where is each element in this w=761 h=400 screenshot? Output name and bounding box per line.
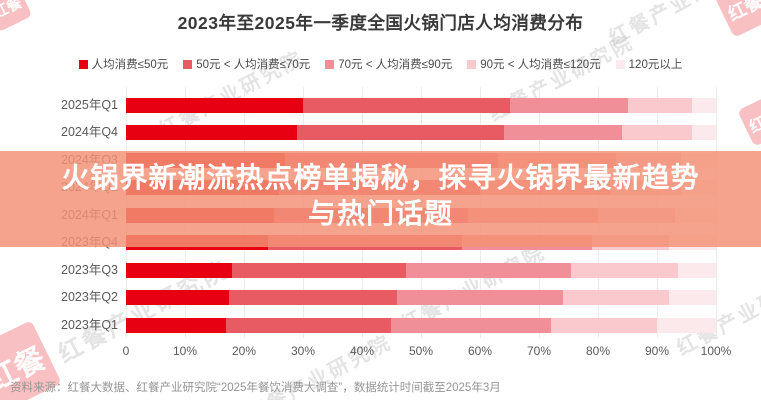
x-axis-tick-label: 60% <box>467 344 493 358</box>
chart-title: 2023年至2025年一季度全国火锅门店人均消费分布 <box>177 13 584 33</box>
chart-legend: 人均消费≤50元 50元 < 人均消费≤70元 70元 < 人均消费≤90元 90元 … <box>0 56 761 72</box>
bar-segment <box>668 290 716 305</box>
legend-label: 90元 < 人均消费≤120元 <box>480 59 601 71</box>
x-axis-tick-label: 10% <box>172 344 198 358</box>
category-label: 2024年Q4 <box>61 125 118 139</box>
bar-segment <box>656 317 716 333</box>
legend-item: 90元 < 人均消费≤120元 <box>467 56 601 72</box>
bar-row <box>126 125 716 140</box>
bar-segment <box>126 290 230 305</box>
x-axis-tick-label: 20% <box>231 344 257 358</box>
legend-swatch-icon <box>325 59 335 69</box>
bar-segment <box>126 317 227 333</box>
x-axis-tick-label: 30% <box>290 344 316 358</box>
legend-item: 50元 < 人均消费≤70元 <box>183 56 310 72</box>
legend-label: 人均消费≤50元 <box>91 59 169 71</box>
legend-item: 120元以上 <box>615 56 683 72</box>
bar-segment <box>303 97 510 113</box>
bar-segment <box>509 97 628 113</box>
x-axis-tick-label: 80% <box>585 344 611 358</box>
bar-segment <box>692 125 716 140</box>
legend-swatch-icon <box>183 59 193 69</box>
legend-label: 120元以上 <box>628 59 683 71</box>
category-label: 2025年Q1 <box>61 97 118 112</box>
x-axis-tick-label: 50% <box>408 344 434 358</box>
bar-segment <box>621 125 693 140</box>
legend-label: 50元 < 人均消费≤70元 <box>196 59 311 71</box>
legend-item: 人均消费≤50元 <box>78 56 169 72</box>
bar-segment <box>677 262 716 278</box>
source-note: 资料来源：红餐大数据、红餐产业研究院“2025年餐饮消费大调查”，数据统计时间截… <box>10 382 501 394</box>
legend-swatch-icon <box>467 59 477 69</box>
x-axis-tick-label: 0 <box>122 344 130 358</box>
bar-segment <box>503 125 622 140</box>
bar-segment <box>406 262 572 278</box>
bar-segment <box>126 262 233 278</box>
bar-segment <box>562 290 669 305</box>
legend-swatch-icon <box>78 59 88 69</box>
bar-segment <box>232 262 407 278</box>
headline-line-2: 与热门话题 <box>307 198 453 229</box>
bar-segment <box>391 317 551 333</box>
legend-label: 70元 < 人均消费≤90元 <box>338 59 453 71</box>
bar-segment <box>627 97 693 113</box>
bar-segment <box>126 125 298 140</box>
x-axis-tick-label: 90% <box>644 344 670 358</box>
bar-segment <box>550 317 657 333</box>
bar-segment <box>297 125 504 140</box>
x-axis-tick-label: 40% <box>349 344 375 358</box>
bar-segment <box>397 290 563 305</box>
x-axis-tick-label: 70% <box>526 344 552 358</box>
bar-segment <box>229 290 398 305</box>
category-label: 2023年Q3 <box>61 262 118 277</box>
bar-row <box>126 290 716 305</box>
bar-segment <box>226 317 392 333</box>
legend-item: 70元 < 人均消费≤90元 <box>325 56 452 72</box>
bar-segment <box>571 262 678 278</box>
bar-segment <box>692 97 716 113</box>
category-label: 2023年Q1 <box>61 317 118 332</box>
bar-segment <box>126 97 303 113</box>
bar-row <box>126 262 716 278</box>
x-axis-tick-label: 100% <box>700 344 732 358</box>
headline-line-1: 火锅界新潮流热点榜单揭秘，探寻火锅界最新趋势 <box>61 162 700 193</box>
bar-row <box>126 97 716 113</box>
legend-swatch-icon <box>615 59 625 69</box>
headline-overlay: 火锅界新潮流热点榜单揭秘，探寻火锅界最新趋势 与热门话题 <box>0 151 761 247</box>
bar-row <box>126 317 716 333</box>
category-label: 2023年Q2 <box>61 290 118 304</box>
